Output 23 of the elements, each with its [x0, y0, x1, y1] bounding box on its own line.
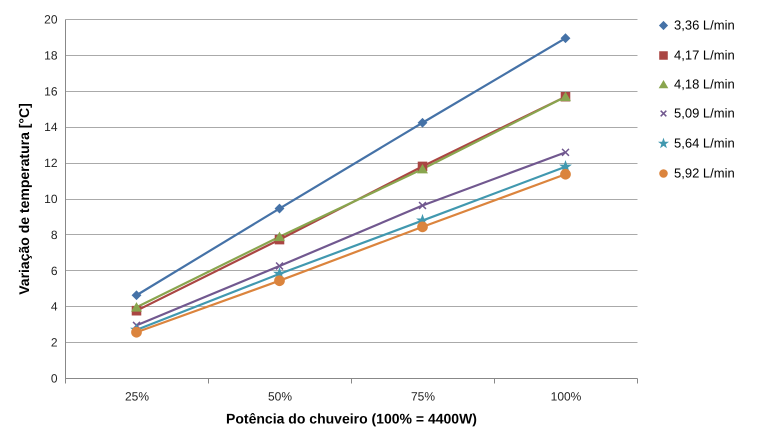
x-tick-label: 25%	[124, 390, 150, 404]
x-axis-title: Potência do chuveiro (100% = 4400W)	[226, 410, 477, 426]
y-tick-label: 6	[50, 264, 58, 278]
legend-label: 4,17 L/min	[674, 48, 735, 62]
y-tick-label: 12	[44, 156, 58, 170]
y-tick-label: 14	[44, 120, 58, 134]
legend-label: 5,64 L/min	[674, 136, 735, 150]
legend-label: 3,36 L/min	[674, 18, 735, 32]
y-tick-label: 10	[44, 192, 58, 206]
y-tick-label: 16	[44, 84, 58, 98]
y-tick-label: 8	[50, 228, 58, 242]
legend-label: 5,92 L/min	[674, 166, 735, 180]
y-tick-label: 4	[50, 300, 58, 314]
y-tick-label: 2	[50, 336, 58, 350]
y-tick-label: 18	[44, 48, 58, 62]
y-tick-label: 0	[50, 372, 58, 386]
x-tick-label: 100%	[550, 390, 582, 404]
y-tick-label: 20	[44, 12, 58, 26]
legend-label: 4,18 L/min	[674, 76, 735, 92]
x-tick-label: 75%	[410, 390, 436, 404]
y-axis-title: Variação de temperatura [°C]	[16, 103, 32, 295]
x-tick-label: 50%	[268, 390, 292, 404]
legend-label: 5,09 L/min	[674, 106, 735, 120]
